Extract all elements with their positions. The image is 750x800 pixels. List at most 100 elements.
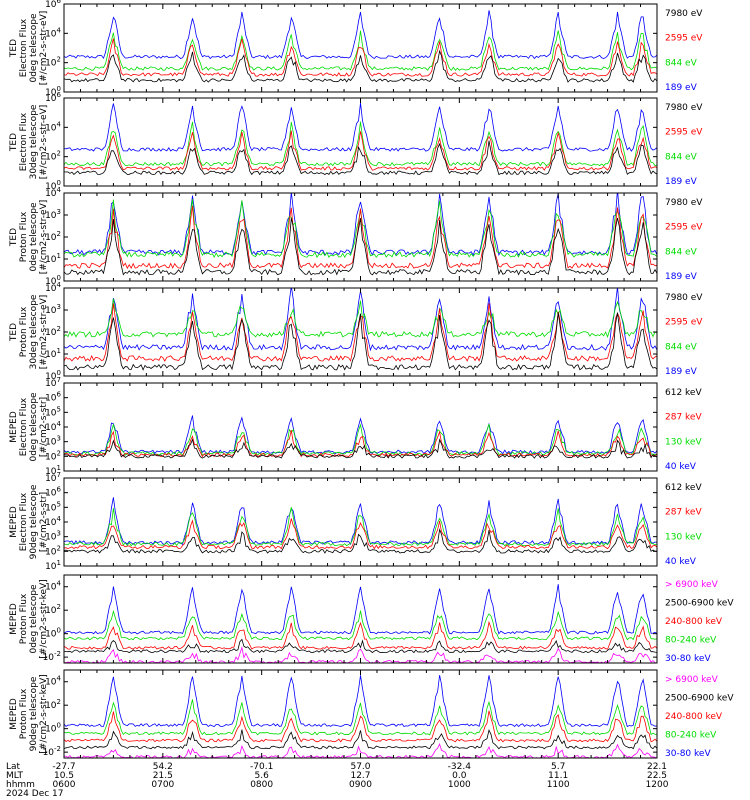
svg-text:TED: TED [9, 323, 19, 342]
x-tick-label: 0800 [250, 780, 273, 790]
x-tick-label: 5.7 [551, 762, 565, 772]
svg-text:[#/cm2-s-str-keV]: [#/cm2-s-str-keV] [39, 579, 49, 658]
legend-entry: 612 keV [665, 388, 702, 398]
svg-text:0deg telescope: 0deg telescope [29, 584, 39, 654]
legend-entry: 844 eV [665, 342, 698, 352]
legend-entry: 130 keV [665, 532, 702, 542]
legend-entry: 2595 eV [665, 128, 703, 138]
legend-entry: > 6900 keV [665, 675, 719, 685]
series-240-800-kev [64, 620, 657, 650]
svg-text:Electron Flux: Electron Flux [19, 397, 29, 456]
x-tick-label: 5.6 [255, 771, 270, 781]
svg-text:Proton Flux: Proton Flux [19, 211, 29, 262]
svg-text:[#/cm2-s-str-eV]: [#/cm2-s-str-eV] [39, 105, 49, 180]
plot-frame [63, 669, 658, 759]
x-tick-label: 10.5 [54, 771, 74, 781]
svg-text:0deg telescope: 0deg telescope [29, 392, 39, 462]
legend-entry: 844 eV [665, 247, 698, 257]
x-tick-label: 21.5 [153, 771, 173, 781]
x-tick-label: 22.1 [647, 762, 667, 772]
x-tick-label: 22.5 [647, 771, 667, 781]
x-tick-label: 0700 [151, 780, 174, 790]
x-tick-label: 12.7 [350, 771, 370, 781]
legend-entry: 2595 eV [665, 223, 703, 233]
x-tick-label: 57.0 [350, 762, 370, 772]
legend-entry: 287 keV [665, 508, 702, 518]
svg-text:Electron Flux: Electron Flux [19, 112, 29, 171]
svg-text:MEPED: MEPED [9, 506, 19, 538]
svg-text:[#/cm2-s-str-eV]: [#/cm2-s-str-eV] [39, 11, 49, 86]
series-2595-ev [64, 130, 657, 171]
series-844-ev [64, 121, 657, 167]
legend-entry: 30-80 keV [665, 654, 711, 664]
x-tick-label: 1000 [448, 780, 471, 790]
series-2500-6900-kev [64, 638, 657, 654]
svg-text:0deg telescope: 0deg telescope [29, 202, 39, 272]
legend-entry: 612 keV [665, 483, 702, 493]
y-tick-label: 101 [45, 559, 61, 572]
series-189-ev [64, 10, 657, 60]
series-130-kev [64, 422, 657, 456]
series-130-kev [64, 507, 657, 547]
x-tick-label: 54.2 [153, 762, 173, 772]
x-tick-label: 0600 [53, 780, 76, 790]
plot-frame [63, 477, 658, 567]
legend-entry: 2500-6900 keV [665, 694, 734, 704]
legend-entry: 40 keV [665, 462, 697, 472]
x-tick-label: 1200 [646, 780, 669, 790]
series-844-ev [64, 199, 657, 259]
series-7980-ev [64, 217, 657, 276]
series-7980-ev [64, 312, 657, 371]
x-tick-label: 1100 [547, 780, 570, 790]
series-7980-ev [64, 140, 657, 176]
y-axis-label: MEPED Proton Flux 0deg telescope [#/cm2-s-s… [9, 579, 49, 658]
svg-text:TED: TED [9, 228, 19, 247]
x-tick-label: -70.1 [250, 762, 273, 772]
svg-text:[#/cm2-s-str-eV]: [#/cm2-s-str-eV] [39, 295, 49, 370]
series-30-80-kev [64, 584, 657, 635]
series-2595-ev [64, 38, 657, 77]
y-axis-label: TED Electron Flux 30deg telescope [#/cm2-s-… [9, 104, 49, 179]
legend-entry: 189 eV [665, 272, 698, 282]
svg-text:Electron Flux: Electron Flux [19, 492, 29, 551]
svg-text:MEPED: MEPED [9, 411, 19, 443]
series-189-ev [64, 102, 657, 152]
y-tick-label: 106 [45, 0, 61, 10]
legend-entry: 2595 eV [665, 318, 703, 328]
x-tick-label: -32.4 [448, 762, 472, 772]
series-80-240-kev [64, 609, 657, 641]
series-2595-ev [64, 205, 657, 270]
legend-entry: 7980 eV [665, 103, 703, 113]
svg-text:TED: TED [9, 133, 19, 152]
y-axis-label: TED Electron Flux 0deg telescope [#/cm2-s-s… [9, 11, 49, 86]
legend-entry: 80-240 keV [665, 636, 717, 646]
legend-entry: > 6900 keV [665, 580, 719, 590]
series-844-ev [64, 30, 657, 71]
y-axis-label: MEPED Electron Flux 90deg telescope [#/cm2-… [9, 484, 49, 559]
legend-entry: 240-800 keV [665, 712, 723, 722]
y-axis-label: TED Proton Flux 0deg telescope [#/cm2-s-str… [9, 200, 49, 275]
series-612-kev [64, 528, 657, 554]
x-row-label: Lat [6, 762, 21, 772]
series-30-80-kev [64, 675, 657, 728]
x-row-label: 2024 Dec 17 [6, 789, 64, 799]
legend-entry: 40 keV [665, 557, 697, 567]
legend-entry: 2595 eV [665, 34, 703, 44]
svg-text:Electron Flux: Electron Flux [19, 18, 29, 77]
svg-text:TED: TED [9, 39, 19, 58]
y-axis-label: MEPED Electron Flux 0deg telescope [#/cm2-s… [9, 392, 49, 462]
svg-text:Proton Flux: Proton Flux [19, 306, 29, 357]
svg-text:90deg telescope: 90deg telescope [29, 484, 39, 559]
series-2595-ev [64, 303, 657, 362]
legend-entry: 2500-6900 keV [665, 599, 734, 609]
series-287-kev [64, 518, 657, 550]
legend-entry: 30-80 keV [665, 749, 711, 759]
